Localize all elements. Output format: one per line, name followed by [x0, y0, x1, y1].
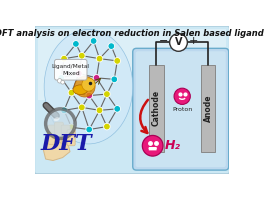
Text: V: V [175, 37, 182, 47]
Circle shape [61, 80, 64, 84]
FancyBboxPatch shape [35, 26, 229, 174]
Circle shape [142, 135, 163, 156]
Polygon shape [44, 138, 70, 161]
Circle shape [90, 38, 97, 44]
Circle shape [103, 91, 110, 97]
Circle shape [170, 34, 187, 51]
Text: +: + [189, 36, 198, 46]
Circle shape [68, 124, 75, 131]
Circle shape [78, 52, 85, 59]
Circle shape [82, 78, 95, 91]
Text: Proton: Proton [172, 107, 192, 112]
Bar [201, 65, 215, 152]
Circle shape [46, 109, 75, 138]
Circle shape [74, 76, 95, 97]
FancyBboxPatch shape [136, 51, 226, 167]
Circle shape [114, 58, 121, 64]
Circle shape [86, 92, 92, 99]
Text: Anode: Anode [204, 94, 213, 122]
Text: Ligand/Metal
Mixed: Ligand/Metal Mixed [52, 64, 90, 76]
FancyBboxPatch shape [54, 122, 63, 143]
FancyBboxPatch shape [35, 27, 229, 173]
Circle shape [73, 41, 79, 47]
Circle shape [108, 43, 115, 49]
Circle shape [68, 89, 75, 96]
FancyBboxPatch shape [54, 59, 87, 80]
Ellipse shape [73, 85, 88, 94]
Circle shape [93, 75, 100, 81]
Text: DFT analysis on electron reduction in Salen based ligands: DFT analysis on electron reduction in Sa… [0, 29, 264, 38]
Circle shape [78, 104, 85, 111]
Circle shape [114, 106, 121, 112]
FancyArrowPatch shape [140, 100, 148, 133]
Circle shape [111, 76, 117, 83]
FancyBboxPatch shape [48, 125, 57, 144]
Circle shape [174, 88, 190, 104]
Bar [37, 29, 227, 100]
FancyBboxPatch shape [149, 147, 157, 150]
Circle shape [58, 79, 62, 83]
Circle shape [96, 55, 103, 62]
Circle shape [61, 55, 67, 62]
Text: DFT: DFT [40, 133, 92, 155]
Bar [149, 65, 164, 152]
Ellipse shape [54, 117, 60, 121]
FancyBboxPatch shape [67, 130, 75, 146]
Circle shape [86, 126, 92, 133]
Circle shape [76, 70, 82, 77]
Circle shape [103, 123, 110, 130]
Text: H₂: H₂ [165, 139, 181, 152]
FancyBboxPatch shape [61, 125, 70, 144]
FancyBboxPatch shape [133, 48, 229, 170]
Text: −: − [159, 36, 168, 46]
Ellipse shape [44, 30, 133, 144]
Circle shape [58, 75, 64, 81]
Circle shape [96, 107, 103, 114]
Text: Cathode: Cathode [152, 90, 161, 126]
Circle shape [61, 107, 67, 114]
